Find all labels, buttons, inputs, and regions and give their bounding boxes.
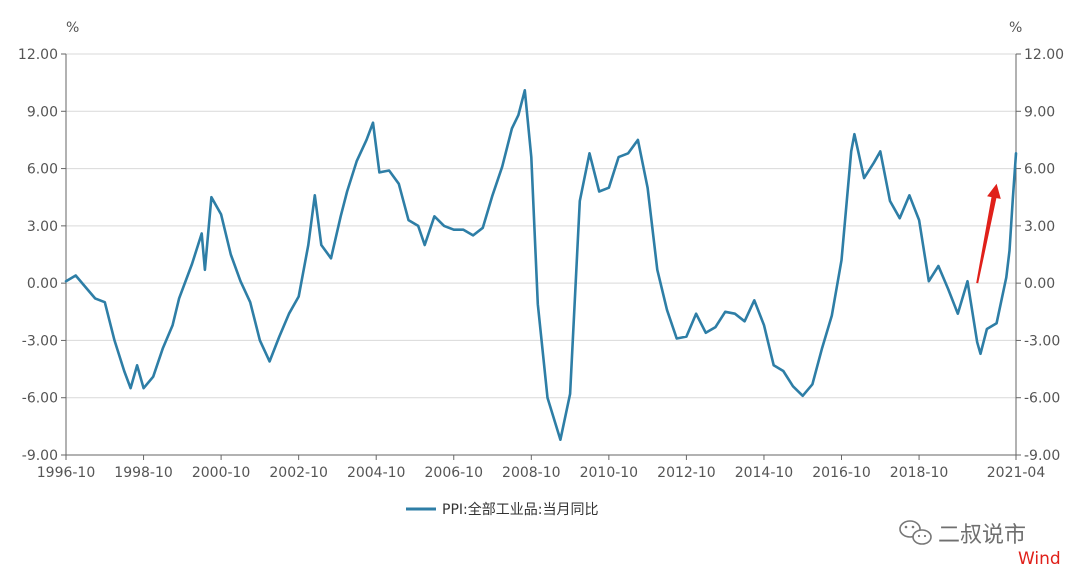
y-tick-label-right: 9.00	[1024, 104, 1055, 120]
y-tick-label: 9.00	[27, 104, 58, 120]
x-tick-label: 1996-10	[37, 465, 96, 481]
y-tick-label-right: 6.00	[1024, 162, 1055, 178]
x-tick-label: 2004-10	[347, 465, 406, 481]
x-tick-label: 2010-10	[580, 465, 639, 481]
series-layer	[64, 89, 1018, 441]
left-unit-label: %	[66, 20, 79, 36]
legend-label: PPI:全部工业品:当月同比	[442, 501, 598, 518]
y-tick-label: -6.00	[22, 391, 58, 407]
red-arrow-annotation	[976, 183, 1001, 284]
y-tick-label-right: 0.00	[1024, 276, 1055, 292]
x-tick-label: 1998-10	[114, 465, 173, 481]
y-tick-label: 12.00	[18, 47, 58, 63]
right-y-axis: 12.00 9.00 6.00 3.00 0.00 -3.00 -6.00 -9.00	[1015, 47, 1064, 464]
y-tick-label-right: 12.00	[1024, 47, 1064, 63]
x-tick-label: 2000-10	[192, 465, 251, 481]
source-label: Wind	[1018, 549, 1061, 569]
legend[interactable]: PPI:全部工业品:当月同比	[406, 501, 598, 518]
y-tick-label-right: -3.00	[1024, 333, 1060, 349]
x-tick-label: 2014-10	[735, 465, 794, 481]
x-tick-label: 2018-10	[890, 465, 949, 481]
x-tick-label: 2008-10	[502, 465, 561, 481]
y-tick-label-right: -6.00	[1024, 391, 1060, 407]
watermark: 二叔说市 Wind	[899, 520, 1061, 569]
annotation-layer	[976, 183, 1001, 284]
x-tick-label: 2012-10	[657, 465, 716, 481]
series-line-ppi	[64, 89, 1018, 441]
left-y-axis: 12.00 9.00 6.00 3.00 0.00 -3.00 -6.00 -9.00	[18, 47, 67, 464]
x-tick-label: 2021-04	[987, 465, 1046, 481]
x-tick-label: 2002-10	[269, 465, 328, 481]
y-tick-label: -3.00	[22, 333, 58, 349]
y-tick-label-right: -9.00	[1024, 448, 1060, 464]
x-axis: 1996-10 1998-10 2000-10 2002-10 2004-10 2006-…	[37, 454, 1046, 481]
y-tick-label-right: 3.00	[1024, 219, 1055, 235]
right-unit-label: %	[1009, 20, 1022, 36]
x-tick-label: 2006-10	[425, 465, 484, 481]
x-tick-label: 2016-10	[812, 465, 871, 481]
y-tick-label: 0.00	[27, 276, 58, 292]
gridlines	[66, 53, 1016, 456]
y-tick-label: 3.00	[27, 219, 58, 235]
watermark-text: 二叔说市	[938, 523, 1026, 548]
y-tick-label: -9.00	[22, 448, 58, 464]
y-tick-label: 6.00	[27, 162, 58, 178]
wechat-icon	[899, 520, 932, 545]
